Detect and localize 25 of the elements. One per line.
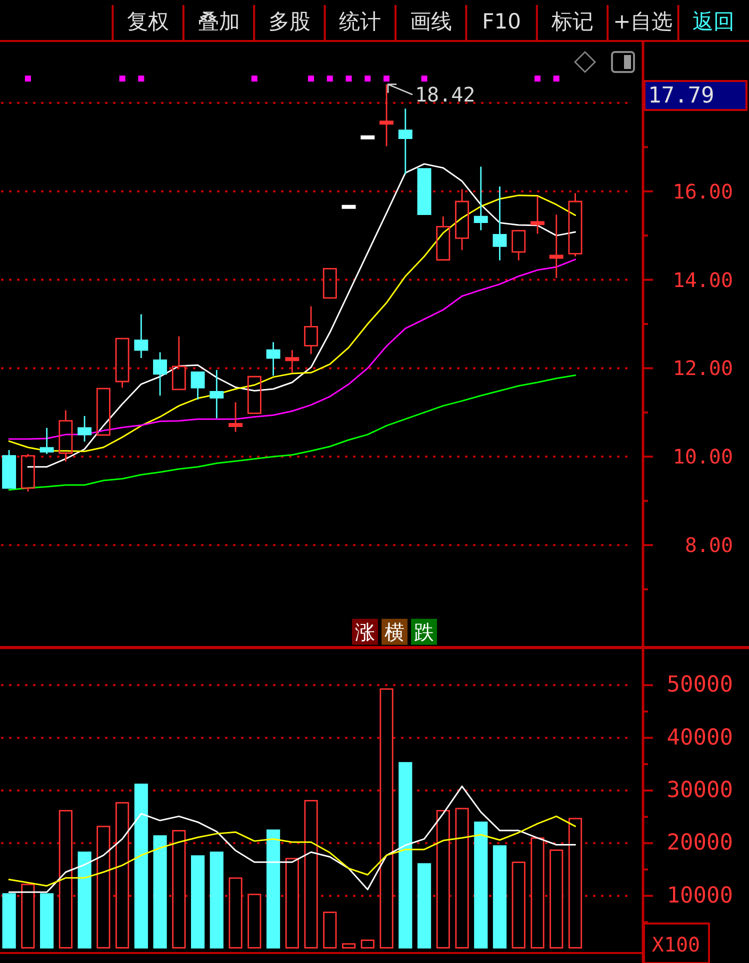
tag: 跌 — [411, 618, 437, 645]
button: 多股 — [253, 5, 310, 41]
button: 统计 — [324, 5, 382, 41]
button: 标记 — [536, 5, 594, 41]
y-tick-label: 30000 — [666, 778, 733, 803]
button: 叠加 — [182, 5, 240, 41]
y-tick-label: 40000 — [666, 725, 733, 750]
y-tick-label: 8.00 — [684, 533, 733, 558]
button: 画线 — [394, 5, 452, 41]
button: F10 — [465, 5, 521, 41]
price-box: 17.79 — [644, 80, 748, 111]
y-tick-label: 12.00 — [672, 356, 733, 380]
tag: 横 — [382, 618, 408, 645]
tag: 涨 — [352, 618, 378, 645]
y-tick-label: 50000 — [666, 672, 733, 698]
y-tick-label: 14.00 — [672, 268, 733, 292]
button: +自选 — [606, 5, 673, 41]
unit-box: X100 — [643, 922, 710, 963]
button: 复权 — [112, 5, 170, 41]
y-tick-label: 20000 — [666, 830, 733, 856]
button: 返回 — [677, 5, 735, 41]
annotation: 18.42 — [415, 82, 476, 106]
y-tick-label: 10000 — [666, 883, 733, 908]
y-tick-label: 10.00 — [672, 444, 733, 469]
y-tick-label: 16.00 — [672, 179, 733, 204]
